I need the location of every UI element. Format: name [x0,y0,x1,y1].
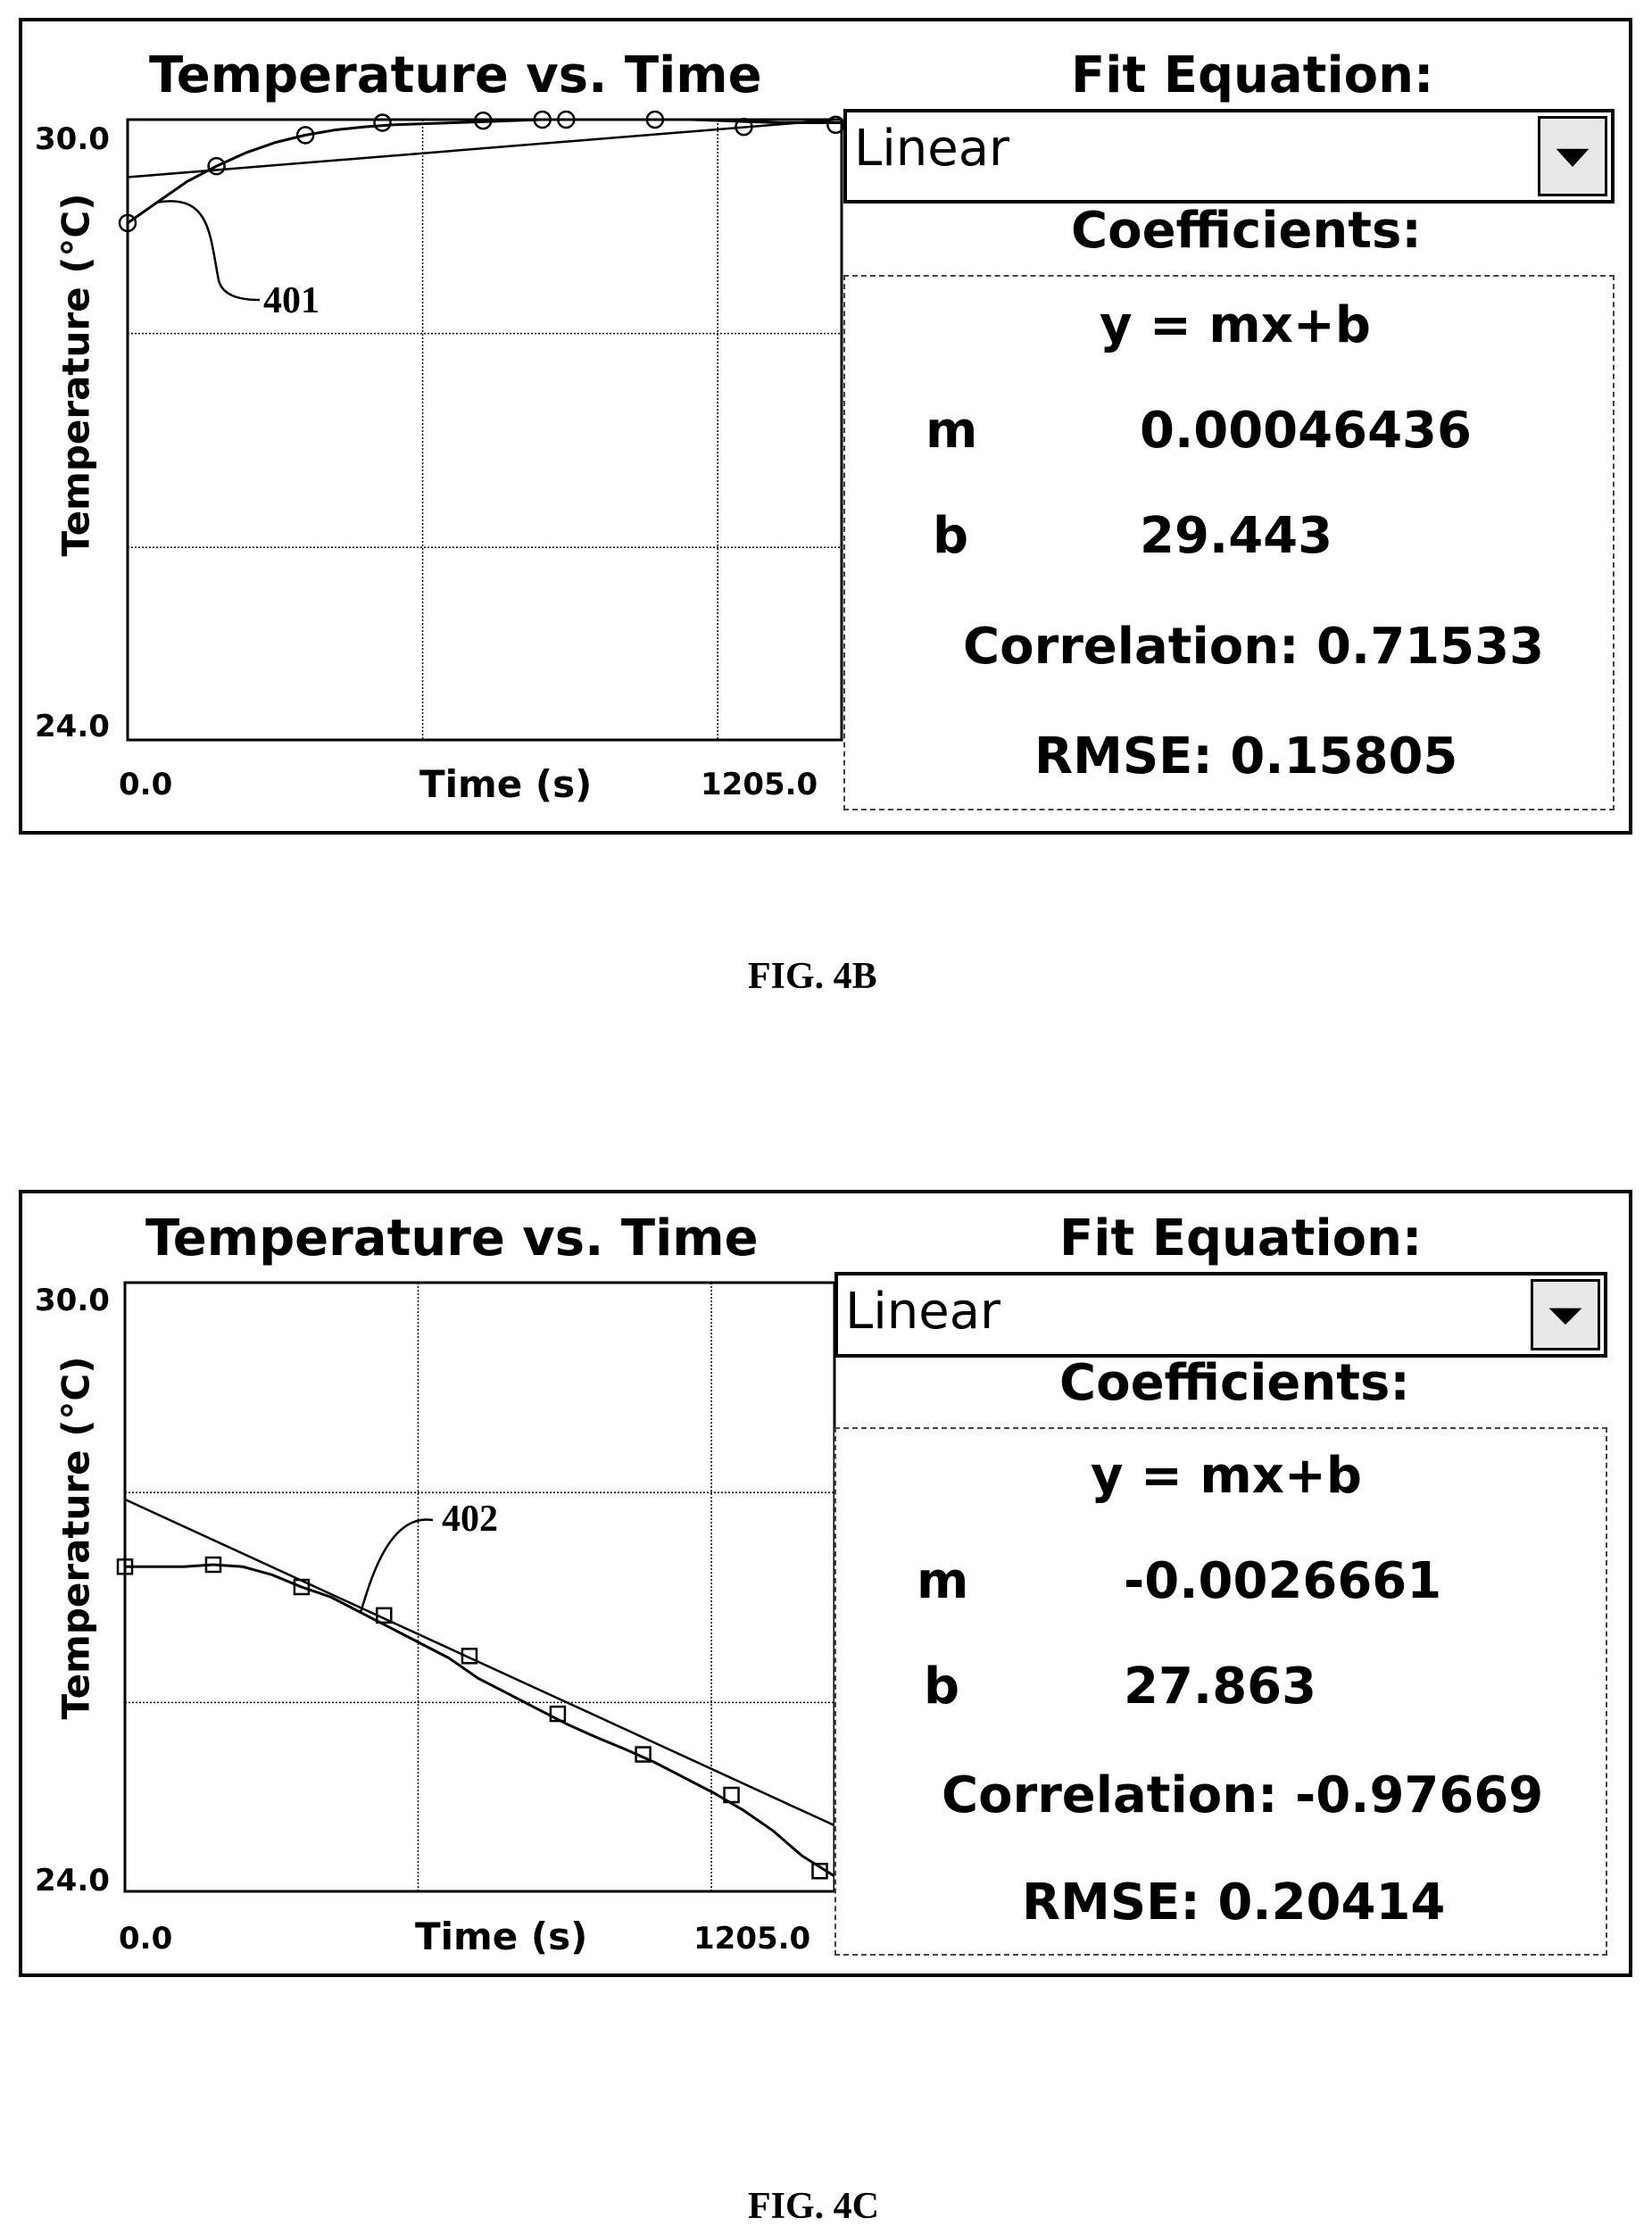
data-point-marker [811,1863,828,1880]
data-point-marker [474,111,493,130]
plot-frame [126,118,843,742]
data-point-marker [533,110,552,129]
x-tick-max: 1205.0 [693,1921,811,1957]
callout-leader-line [156,200,261,302]
temperature-plot: 401 [118,110,845,742]
callout-leader-line [359,1518,434,1613]
fit-equation-dropdown[interactable]: Linear [843,109,1615,204]
chart-title: Temperature vs. Time [145,1209,759,1267]
rmse-text: RMSE: 0.15805 [1034,727,1458,785]
data-point-marker [549,1705,567,1723]
data-point-marker [118,213,137,233]
fit-line [124,1498,835,1827]
data-point-marker [376,1607,393,1624]
figure-4c-panel: Temperature vs. Time 402 Temperature (°C… [19,1190,1632,1977]
x-axis-label: Time (s) [415,1915,588,1958]
data-point-marker [735,117,753,137]
data-point-marker [207,156,226,176]
coefficients-box: y = mx+b m -0.0026661 b 27.863 Correlati… [834,1427,1607,1956]
rmse-text: RMSE: 0.20414 [1022,1874,1446,1932]
b-value: 29.443 [1140,507,1333,565]
y-tick-min: 24.0 [35,1863,110,1899]
data-point-marker [557,110,576,129]
callout-label: 402 [442,1499,498,1540]
fit-equation-value: Linear [845,1283,1001,1341]
data-series-line [125,1563,835,1878]
x-tick-max: 1205.0 [701,767,818,802]
fit-equation-label: Fit Equation: [1059,1209,1423,1267]
figure-caption: FIG. 4B [748,956,877,997]
y-tick-max: 30.0 [35,121,110,157]
equation-text: y = mx+b [1091,1447,1362,1505]
chart-title: Temperature vs. Time [149,46,762,104]
correlation-text: Correlation: -0.97669 [942,1766,1544,1824]
fit-equation-dropdown[interactable]: Linear [834,1272,1607,1358]
m-label: m [917,1552,969,1610]
x-tick-min: 0.0 [119,767,173,802]
data-point-marker [116,1558,134,1575]
m-label: m [926,402,978,460]
data-point-marker [645,110,665,129]
b-label: b [924,1658,960,1716]
y-axis-label: Temperature (°C) [54,1356,98,1720]
coefficients-label: Coefficients: [1071,202,1422,260]
temperature-plot: 402 [116,1281,836,1893]
chevron-down-icon[interactable] [1538,116,1607,196]
coefficients-label: Coefficients: [1059,1354,1410,1412]
coefficients-box: y = mx+b m 0.00046436 b 29.443 Correlati… [843,275,1615,810]
y-axis-label: Temperature (°C) [54,193,98,557]
m-value: -0.0026661 [1124,1552,1442,1610]
figure-caption: FIG. 4C [748,2186,879,2227]
callout-label: 401 [263,280,320,321]
data-point-marker [373,113,392,132]
data-series-line [127,118,842,225]
m-value: 0.00046436 [1140,402,1472,460]
fit-equation-label: Fit Equation: [1071,46,1434,104]
data-point-marker [635,1746,652,1763]
x-axis-label: Time (s) [419,762,593,806]
figure-4b-panel: Temperature vs. Time 401 Temperature (°C… [19,18,1632,835]
data-point-marker [293,1578,311,1596]
data-point-marker [723,1786,740,1804]
data-point-marker [295,126,315,145]
y-tick-min: 24.0 [35,709,110,744]
b-value: 27.863 [1124,1658,1317,1716]
fit-equation-value: Linear [854,120,1010,178]
b-label: b [933,507,969,565]
x-tick-min: 0.0 [119,1921,173,1957]
correlation-text: Correlation: 0.71533 [963,618,1545,676]
data-point-marker [461,1648,478,1665]
chevron-down-icon[interactable] [1531,1279,1600,1350]
data-point-marker [204,1556,222,1574]
y-tick-max: 30.0 [35,1283,110,1318]
equation-text: y = mx+b [1100,296,1371,354]
fit-line [127,118,843,179]
